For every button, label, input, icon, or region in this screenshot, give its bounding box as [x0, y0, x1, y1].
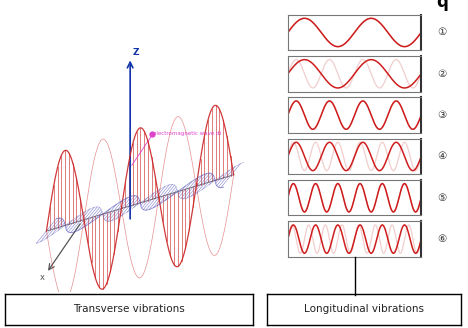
Text: ⑥: ⑥	[438, 234, 447, 244]
Text: electromagnetic wave di: electromagnetic wave di	[154, 131, 221, 136]
Text: ①: ①	[438, 28, 447, 37]
Text: ③: ③	[438, 110, 447, 120]
Text: ⑤: ⑤	[438, 193, 447, 203]
Text: ④: ④	[438, 152, 447, 161]
Text: Transverse vibrations: Transverse vibrations	[73, 304, 184, 314]
Text: x: x	[40, 273, 45, 282]
Text: q: q	[436, 0, 448, 11]
Text: Z: Z	[132, 48, 139, 57]
Text: ②: ②	[438, 69, 447, 79]
Text: Longitudinal vibrations: Longitudinal vibrations	[304, 304, 424, 314]
